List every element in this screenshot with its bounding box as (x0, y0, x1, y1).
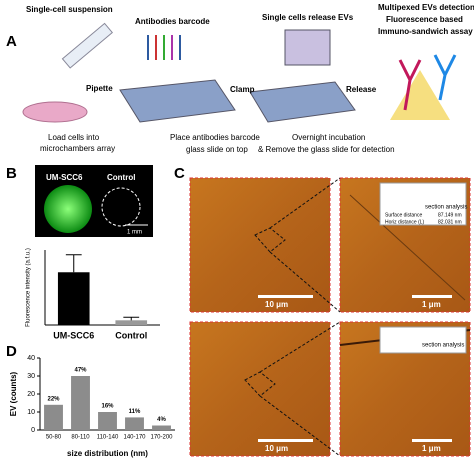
x-tick-label: 110-140 (97, 435, 119, 441)
step-title: Single cells release EVs (262, 13, 354, 22)
step-title: Fluorescence based (386, 15, 463, 24)
y-axis-label: Fluorescence intensity (a.f.u.) (26, 248, 32, 327)
scale-bars (258, 295, 452, 442)
image-label: Control (107, 173, 135, 182)
inset-title: section analysis (425, 205, 467, 211)
measure-value: 82.031 nm (438, 219, 462, 225)
afm-feature (349, 194, 466, 301)
control-outline (101, 187, 141, 227)
inset (379, 182, 467, 226)
arrow-label: Pipette (86, 84, 113, 93)
scale-label: 1 μm (422, 300, 441, 309)
caption: & Remove the glass slide for detection (258, 145, 395, 154)
afm-images (189, 177, 471, 457)
pipette (61, 22, 114, 69)
dish (22, 101, 88, 123)
panel-label: D (6, 343, 17, 360)
bar (57, 272, 90, 325)
x-tick-label: UM-SCC6 (53, 330, 94, 340)
barcode (147, 35, 181, 60)
bar-label: 47% (74, 368, 87, 374)
y-tick-label: 30 (27, 373, 35, 380)
bar (115, 320, 148, 325)
y-tick-label: 40 (27, 355, 35, 362)
arrow-label: Release (346, 85, 377, 94)
chip (249, 81, 356, 123)
x-tick-label: 140-170 (123, 435, 146, 441)
caption: Place antibodies barcode (170, 133, 260, 142)
image-label: UM-SCC6 (46, 173, 83, 182)
arrow-label: Clamp (230, 85, 255, 94)
panel-label: A (6, 33, 17, 50)
measure-value: 87.149 nm (438, 212, 462, 218)
chamber (284, 29, 331, 66)
measure-name: Surface distance (385, 212, 422, 218)
y-tick-label: 0 (31, 427, 35, 434)
scale-label: 1 mm (127, 230, 142, 236)
x-tick-label: 170-200 (150, 435, 173, 441)
step-title: Single-cell suspension (26, 5, 113, 14)
panel-label: C (174, 165, 185, 182)
scale-label: 1 μm (422, 444, 441, 453)
x-tick-label: Control (115, 330, 147, 340)
step-title: Immuno-sandwich assay (378, 27, 473, 36)
bar (71, 376, 90, 430)
x-tick-label: 80-110 (71, 435, 90, 441)
inset (379, 326, 467, 354)
y-axis-label: EV (counts) (9, 371, 18, 416)
inset-title: section analysis (422, 343, 464, 349)
scale-label: 10 μm (265, 300, 288, 309)
bar-label: 16% (101, 404, 114, 410)
antibodies (390, 54, 457, 120)
x-tick-label: 50-80 (46, 435, 62, 441)
bar (152, 425, 171, 430)
y-tick-label: 20 (27, 391, 35, 398)
bar (125, 417, 144, 430)
measure-name: Horiz distance (L) (385, 219, 425, 225)
step-title: Antibodies barcode (135, 17, 210, 26)
chip (119, 79, 236, 123)
error-bar (65, 254, 82, 273)
caption: glass slide on top (186, 145, 248, 154)
y-tick-label: 10 (27, 409, 35, 416)
panel-label: B (6, 165, 17, 182)
scale-label: 10 μm (265, 444, 288, 453)
caption: Load cells into (48, 133, 100, 142)
bar-label: 4% (157, 417, 166, 423)
caption: microchambers array (40, 144, 115, 153)
error-bar (123, 316, 140, 321)
bar-label: 22% (47, 396, 60, 402)
bar (98, 412, 117, 430)
bar-label: 11% (129, 409, 141, 415)
caption: Overnight incubation (292, 133, 365, 142)
bar (44, 404, 63, 430)
fluor-spot (44, 185, 92, 233)
x-axis-label: size distribution (nm) (67, 449, 148, 458)
step-title: Multipexed EVs detection (378, 3, 474, 12)
